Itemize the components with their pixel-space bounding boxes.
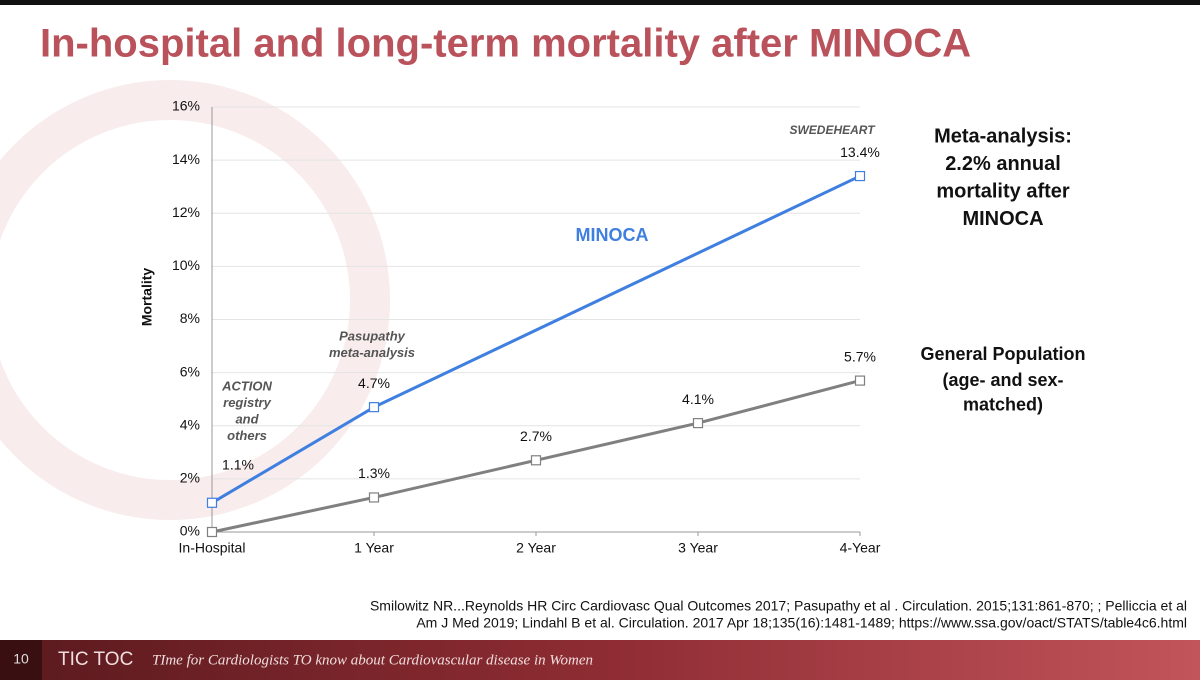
data-label: 4.1% (682, 391, 714, 407)
annotation: mortality after (936, 180, 1070, 202)
annotation: others (227, 428, 267, 443)
y-tick-label: 2% (180, 470, 200, 486)
annotation: and (235, 411, 259, 426)
footnote: Am J Med 2019; Lindahl B et al. Circulat… (416, 615, 1187, 631)
annotation: SWEDEHEART (789, 123, 876, 137)
annotation: registry (223, 395, 271, 410)
annotation: Meta-analysis: (934, 125, 1072, 147)
data-label: 1.1% (222, 456, 254, 472)
y-tick-label: 4% (180, 416, 200, 432)
y-tick-label: 14% (172, 151, 200, 167)
point (368, 402, 380, 413)
point (206, 526, 218, 538)
y-tick-label: 0% (180, 523, 200, 539)
data-label: 1.3% (358, 465, 390, 481)
x-tick-label: 3 Year (678, 540, 718, 556)
y-tick-label: 6% (180, 363, 200, 379)
series-label: General Population (920, 344, 1085, 364)
data-label: 5.7% (844, 348, 876, 364)
y-axis-label: Mortality (139, 268, 155, 327)
x-tick-label: In-Hospital (179, 540, 246, 556)
top-bar (0, 0, 1200, 5)
data-label: 13.4% (840, 144, 880, 160)
watermark (0, 80, 390, 520)
y-tick-label: 8% (180, 310, 200, 326)
point (206, 497, 218, 508)
x-tick-label: 2 Year (516, 540, 556, 556)
page-box (0, 640, 42, 680)
footer-brand: TIC TOC (58, 649, 133, 670)
annotation: ACTION (221, 378, 272, 393)
page-number: 10 (13, 651, 29, 667)
footnote: Smilowitz NR...Reynolds HR Circ Cardiova… (370, 598, 1187, 614)
point (854, 170, 866, 182)
x-tick-label: 4-Year (840, 540, 881, 556)
annotation: 2.2% annual (945, 153, 1061, 175)
point (692, 417, 704, 429)
series-label: MINOCA (576, 225, 649, 245)
point (530, 455, 542, 466)
y-tick-label: 12% (172, 204, 200, 220)
slide-title: In-hospital and long-term mortality afte… (40, 22, 971, 66)
x-tick-label: 1 Year (354, 540, 394, 556)
y-tick-label: 10% (172, 257, 200, 273)
footer-tagline: TIme for Cardiologists TO know about Car… (152, 652, 593, 668)
annotation: matched) (963, 394, 1043, 414)
annotation: MINOCA (962, 208, 1043, 230)
point (368, 492, 380, 503)
annotation: Pasupathy (339, 328, 406, 343)
footer-bar (0, 640, 1200, 680)
annotation: meta-analysis (329, 345, 415, 360)
point (854, 375, 866, 386)
annotation: (age- and sex- (942, 370, 1063, 390)
y-tick-label: 16% (172, 98, 200, 114)
data-label: 2.7% (520, 428, 552, 444)
data-label: 4.7% (358, 375, 390, 391)
